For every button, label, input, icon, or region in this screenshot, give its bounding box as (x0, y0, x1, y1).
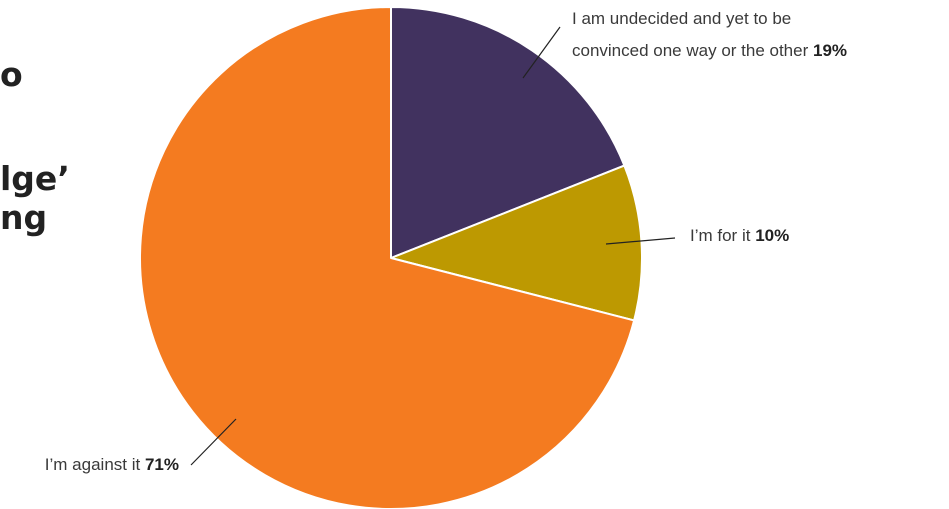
slice-label-2-line-1: I’m for it 10% (690, 226, 789, 245)
leader-line-1 (522, 26, 561, 79)
leader-lines (190, 26, 676, 466)
slice-label-3-line-1: I’m against it 71% (45, 455, 179, 474)
leader-line-3 (190, 418, 237, 466)
pie-slice-3 (139, 6, 636, 509)
slice-label-1-line-2: convinced one way or the other 19% (572, 41, 847, 60)
pie-slice-2 (390, 164, 643, 322)
slice-labels: I am undecided and yet to be convinced on… (45, 9, 847, 474)
leader-line-2 (605, 237, 676, 245)
slice-value-label-1: 19% (813, 41, 847, 60)
slice-label-1-line-1: I am undecided and yet to be (572, 9, 791, 28)
slice-value-label-2: 10% (755, 226, 789, 245)
slice-label-text: I’m against it (45, 455, 141, 474)
pie-slice-1 (390, 6, 626, 259)
heading-line-3: ng (0, 198, 48, 237)
slice-label-text: I’m for it (690, 226, 751, 245)
heading-line-1: o (0, 55, 23, 94)
pie-slices (139, 6, 643, 509)
slice-label-text: convinced one way or the other (572, 41, 809, 60)
slice-label-text: I am undecided and yet to be (572, 9, 791, 28)
slice-value-label-3: 71% (145, 455, 179, 474)
heading-line-2: lge’ (0, 159, 70, 198)
